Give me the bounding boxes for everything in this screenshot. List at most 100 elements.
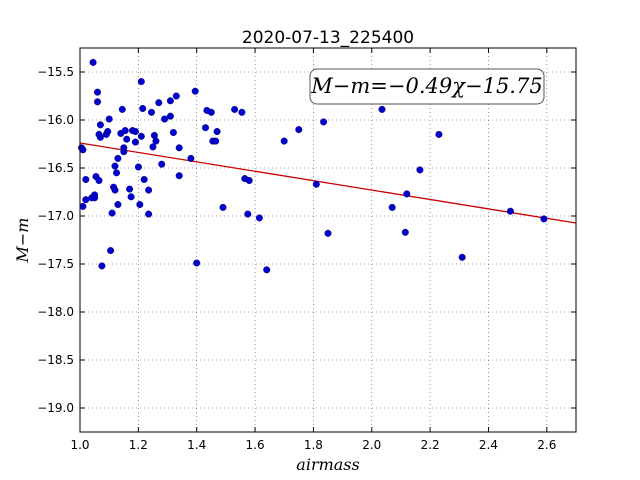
y-tick-label: −15.5 <box>37 65 74 79</box>
data-point <box>96 133 104 141</box>
data-point <box>155 99 163 107</box>
x-tick-label: 2.2 <box>421 438 440 452</box>
data-point <box>312 180 320 188</box>
data-point <box>320 118 328 126</box>
data-point <box>79 202 87 210</box>
data-point <box>131 127 139 135</box>
data-point <box>244 210 252 218</box>
grid <box>79 48 576 432</box>
data-point <box>172 92 180 100</box>
data-point <box>89 58 97 66</box>
data-points <box>77 58 548 274</box>
data-point <box>145 186 153 194</box>
axes-frame <box>79 47 577 433</box>
x-tick-label: 2.0 <box>362 438 381 452</box>
data-point <box>137 132 145 140</box>
data-point <box>175 144 183 152</box>
data-point <box>91 194 99 202</box>
fit-equation-box: M−m=−0.49χ−15.75 <box>309 68 545 105</box>
data-point <box>324 229 332 237</box>
data-point <box>219 203 227 211</box>
data-point <box>147 108 155 116</box>
data-point <box>114 200 122 208</box>
data-point <box>96 121 104 129</box>
data-point <box>169 128 177 136</box>
data-point <box>93 88 101 96</box>
fit-equation-frame <box>309 68 545 105</box>
data-point <box>166 112 174 120</box>
data-point <box>540 215 548 223</box>
data-point <box>131 138 139 146</box>
data-point <box>111 186 119 194</box>
x-tick-label: 2.4 <box>479 438 498 452</box>
data-point <box>193 259 201 267</box>
data-point <box>120 148 128 156</box>
data-point <box>458 253 466 261</box>
axis-ticks: 1.0 1.2 1.4 1.6 1.8 2.0 2.2 2.4 2.6 −15.5 −16.0 −16… <box>37 48 576 452</box>
data-point <box>140 175 148 183</box>
data-point <box>108 209 116 217</box>
data-point <box>295 126 303 134</box>
data-point <box>201 124 209 132</box>
data-point <box>126 185 134 193</box>
data-point <box>401 228 409 236</box>
data-point <box>104 127 112 135</box>
data-point <box>388 203 396 211</box>
data-point <box>175 172 183 180</box>
data-point <box>212 137 220 145</box>
y-tick-label: −16.0 <box>37 113 74 127</box>
data-point <box>166 97 174 105</box>
chart-title: 2020-07-13_225400 <box>242 28 414 48</box>
data-point <box>82 196 90 204</box>
x-tick-label: 1.4 <box>187 438 206 452</box>
data-point <box>435 130 443 138</box>
x-tick-label: 1.8 <box>304 438 323 452</box>
data-point <box>145 210 153 218</box>
data-point <box>111 162 119 170</box>
data-point <box>134 163 142 171</box>
data-point <box>152 137 160 145</box>
data-point <box>416 166 424 174</box>
fit-line <box>79 142 577 224</box>
data-point <box>245 176 253 184</box>
data-point <box>82 175 90 183</box>
data-point <box>161 115 169 123</box>
y-tick-label: −19.0 <box>37 401 74 415</box>
data-point <box>112 169 120 177</box>
data-point <box>403 190 411 198</box>
data-point <box>255 214 263 222</box>
data-point <box>149 143 157 151</box>
data-point <box>136 200 144 208</box>
data-point <box>98 262 106 270</box>
fit-equation-label: M−m=−0.49χ−15.75 <box>310 74 542 98</box>
y-tick-label: −17.5 <box>37 257 74 271</box>
x-tick-label: 1.6 <box>246 438 265 452</box>
data-point <box>378 105 386 113</box>
fit-line-layer <box>79 142 577 224</box>
data-point <box>127 193 135 201</box>
data-point <box>79 146 87 154</box>
data-point <box>139 104 147 112</box>
y-tick-label: −17.0 <box>37 209 74 223</box>
y-tick-label: −18.5 <box>37 353 74 367</box>
data-point <box>118 105 126 113</box>
data-point <box>93 98 101 106</box>
data-point <box>238 108 246 116</box>
data-point <box>280 137 288 145</box>
data-point <box>137 78 145 86</box>
data-point <box>105 115 113 123</box>
data-point <box>191 87 199 95</box>
x-axis-label: airmass <box>296 455 359 474</box>
data-point <box>213 127 221 135</box>
data-point <box>231 105 239 113</box>
data-point <box>187 154 195 162</box>
x-tick-label: 1.2 <box>129 438 148 452</box>
data-point <box>207 108 215 116</box>
y-tick-label: −16.5 <box>37 161 74 175</box>
data-point <box>107 247 115 255</box>
y-axis-label: M−m <box>13 218 32 264</box>
data-point <box>263 266 271 274</box>
data-point <box>121 127 129 135</box>
data-point <box>114 154 122 162</box>
